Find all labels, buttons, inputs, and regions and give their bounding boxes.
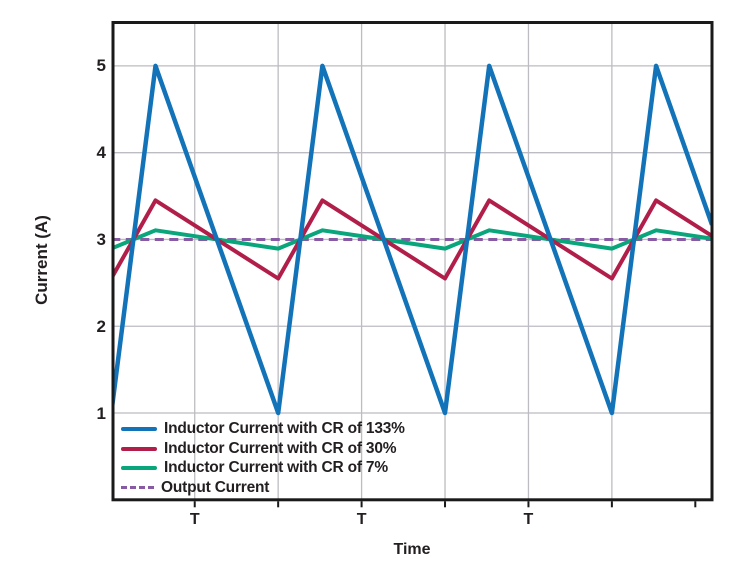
y-tick-label: 1 — [96, 403, 106, 423]
x-tick-label: T — [356, 511, 367, 528]
legend-label: Inductor Current with CR of 30% — [164, 439, 397, 457]
x-axis-title: Time — [393, 541, 431, 558]
y-tick-label: 3 — [96, 229, 106, 249]
y-tick-label: 5 — [96, 56, 106, 76]
legend-item: Output Current — [121, 478, 405, 498]
x-tick-label: T — [189, 511, 200, 528]
legend-item: Inductor Current with CR of 133% — [121, 419, 405, 439]
y-tick-label: 2 — [96, 316, 106, 336]
series-line — [113, 198, 712, 281]
plot-border — [111, 21, 714, 502]
legend-line-swatch — [121, 466, 157, 471]
series-line — [113, 228, 712, 251]
legend-line-swatch — [121, 446, 157, 451]
legend-label: Inductor Current with CR of 7% — [164, 459, 388, 477]
x-tick-label: T — [523, 511, 534, 528]
series-line — [113, 63, 712, 416]
legend-label: Inductor Current with CR of 133% — [164, 420, 405, 437]
legend-line-swatch — [121, 486, 154, 490]
y-tick-label: 4 — [96, 143, 106, 163]
legend-item: Inductor Current with CR of 7% — [121, 458, 405, 478]
legend-label: Output Current — [161, 479, 270, 497]
legend-item: Inductor Current with CR of 30% — [121, 439, 405, 459]
legend: Inductor Current with CR of 133% Inductor… — [121, 419, 405, 498]
legend-line-swatch — [121, 426, 157, 431]
y-axis-title: Current (A) — [32, 215, 51, 305]
